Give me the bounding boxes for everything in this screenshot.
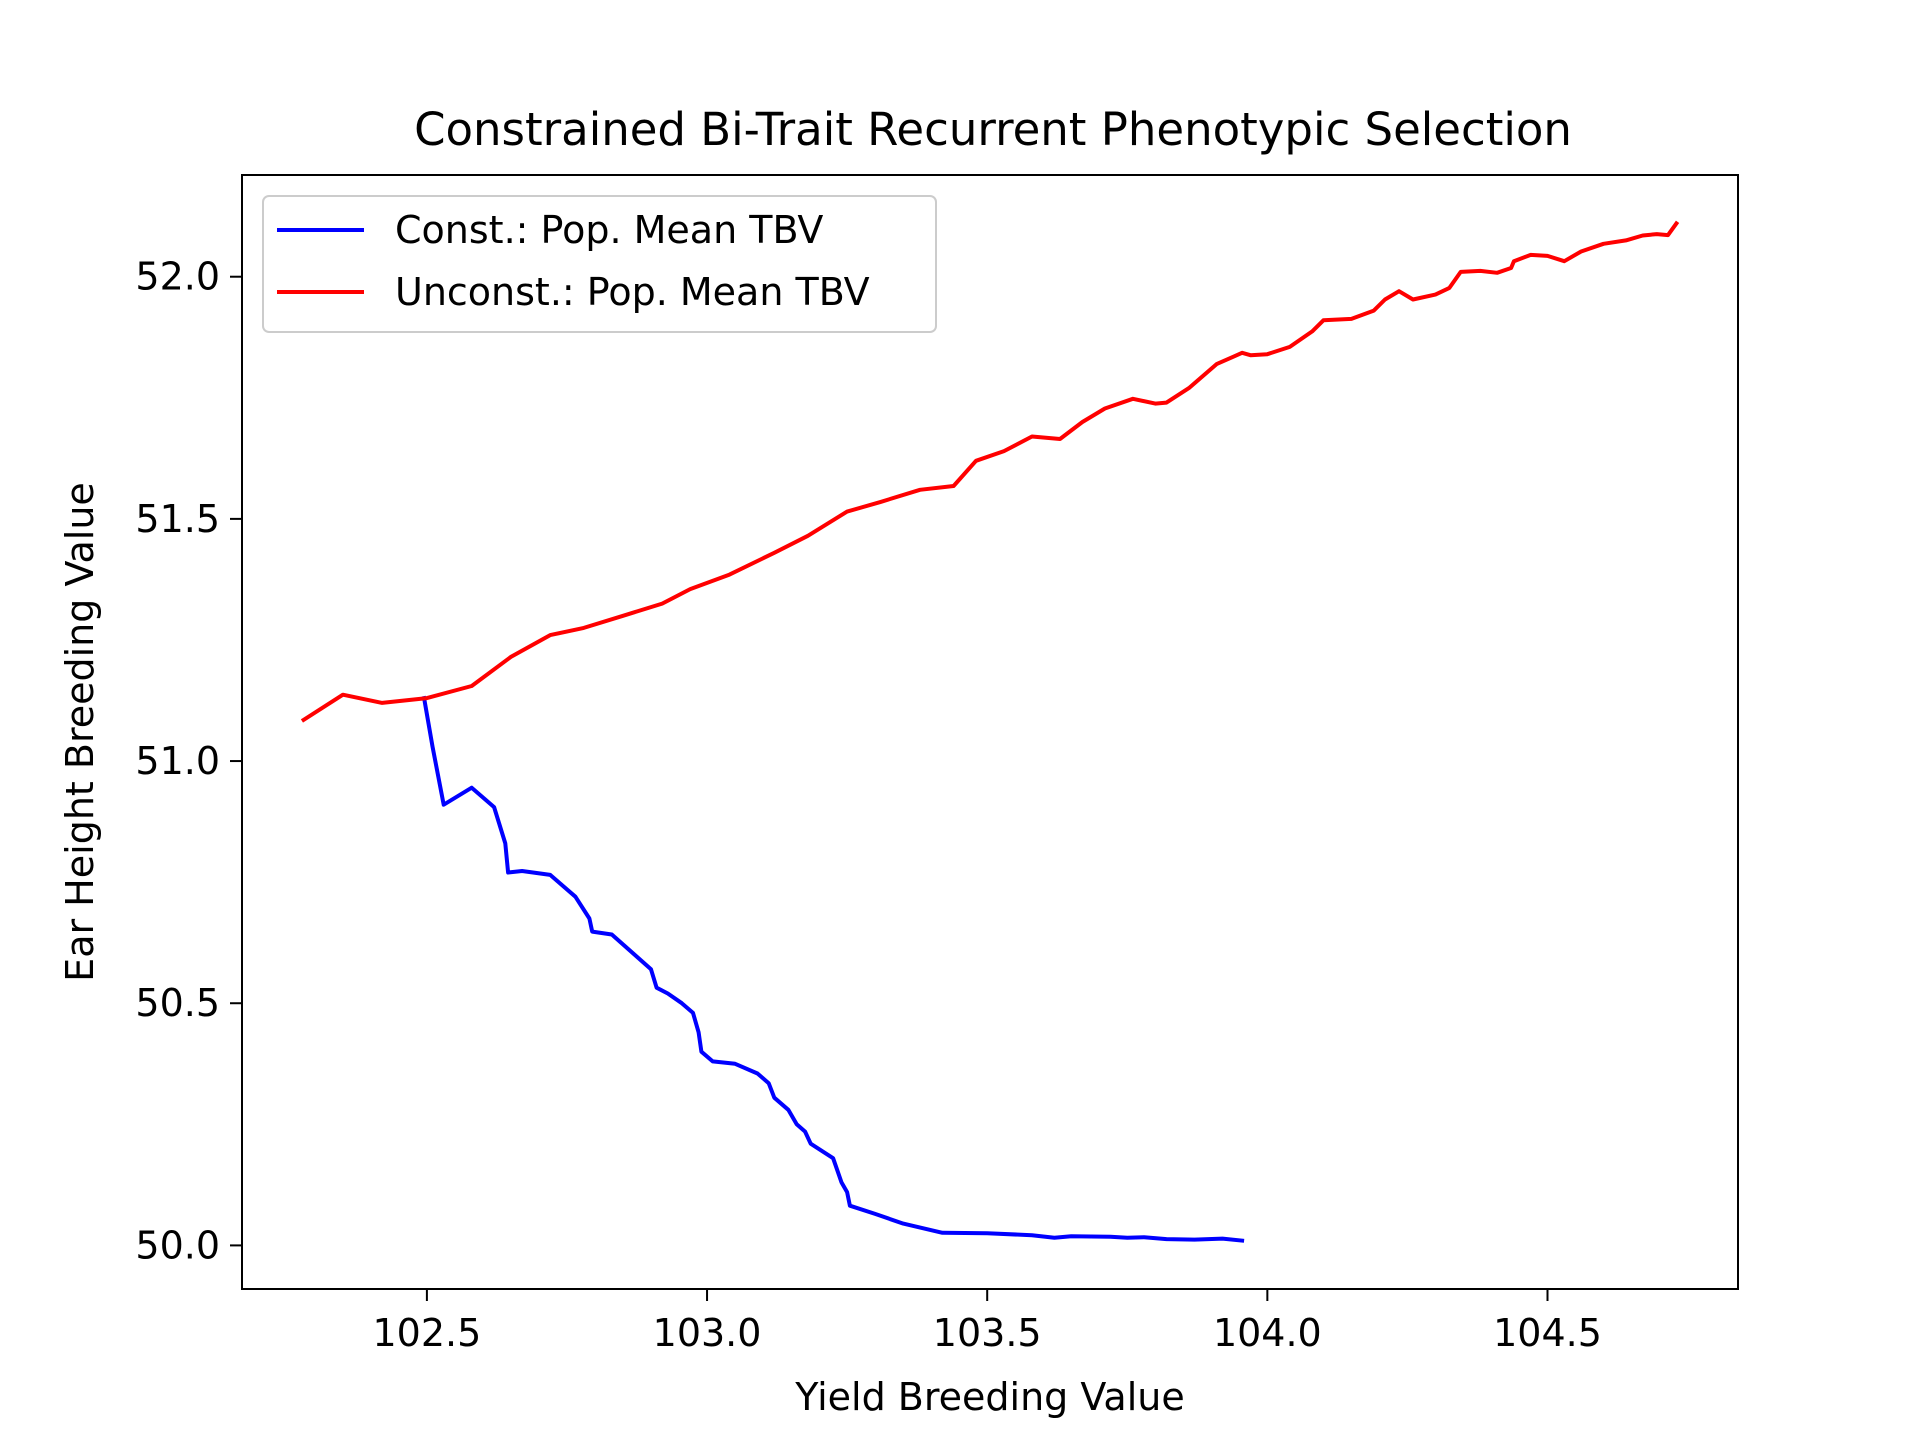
x-axis-ticks: 102.5 103.0 103.5 104.0 104.5 bbox=[373, 1289, 1602, 1355]
x-axis-label: Yield Breeding Value bbox=[794, 1375, 1184, 1419]
series-line-const bbox=[421, 695, 1245, 1243]
chart-title: Constrained Bi-Trait Recurrent Phenotypi… bbox=[414, 103, 1572, 156]
x-tick-label: 104.5 bbox=[1493, 1311, 1602, 1355]
x-tick-label: 103.5 bbox=[933, 1311, 1042, 1355]
y-tick-label: 51.0 bbox=[135, 739, 220, 783]
y-tick-label: 52.0 bbox=[135, 255, 220, 299]
series-line-unconst bbox=[300, 220, 1680, 723]
legend-box bbox=[262, 195, 937, 333]
y-tick-label: 51.5 bbox=[135, 497, 220, 541]
y-tick-label: 50.5 bbox=[135, 981, 220, 1025]
y-tick-label: 50.0 bbox=[135, 1223, 220, 1267]
y-axis-ticks: 50.0 50.5 51.0 51.5 52.0 bbox=[135, 255, 242, 1267]
x-tick-label: 104.0 bbox=[1213, 1311, 1322, 1355]
legend: Const.: Pop. Mean TBV Unconst.: Pop. Mea… bbox=[262, 195, 937, 333]
x-tick-label: 103.0 bbox=[653, 1311, 762, 1355]
axes-frame bbox=[241, 174, 1739, 1290]
legend-label-const: Const.: Pop. Mean TBV bbox=[395, 208, 823, 252]
y-axis-label: Ear Height Breeding Value bbox=[58, 482, 102, 982]
x-tick-label: 102.5 bbox=[373, 1311, 482, 1355]
series-layer bbox=[300, 220, 1680, 1243]
legend-label-unconst: Unconst.: Pop. Mean TBV bbox=[395, 270, 870, 314]
